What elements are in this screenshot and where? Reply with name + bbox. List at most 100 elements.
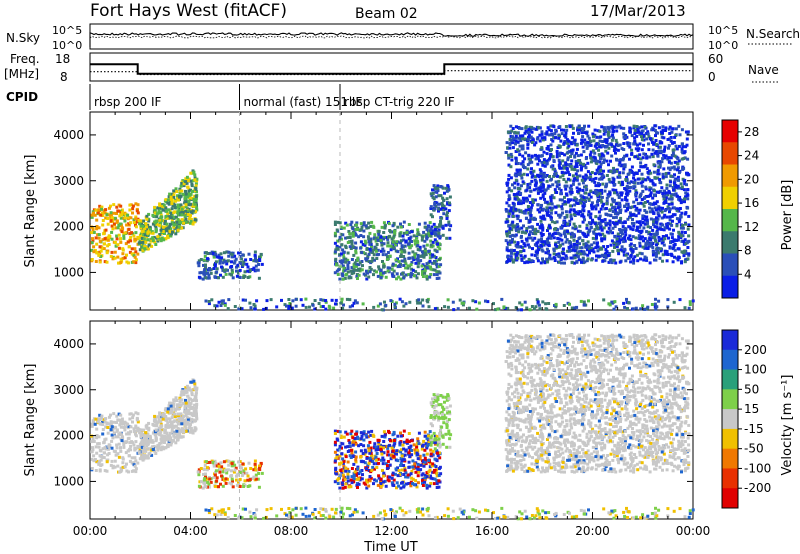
power-echo xyxy=(668,184,672,188)
power-echo xyxy=(593,189,597,193)
power-echo xyxy=(230,260,233,264)
power-echo xyxy=(509,152,513,156)
power-echo xyxy=(686,206,690,210)
power-echo xyxy=(112,222,116,226)
power-echo xyxy=(396,225,400,229)
power-echo xyxy=(535,256,539,260)
power-echo xyxy=(172,225,176,229)
power-echo xyxy=(592,250,596,254)
power-echo xyxy=(448,195,452,199)
power-echo xyxy=(556,232,560,235)
power-echo xyxy=(551,133,555,137)
power-echo xyxy=(597,148,600,152)
velocity-echo xyxy=(136,420,140,424)
power-echo xyxy=(507,214,511,218)
power-echo xyxy=(182,193,186,197)
power-echo xyxy=(527,135,530,139)
power-echo xyxy=(674,144,678,148)
power-echo xyxy=(403,260,407,264)
power-echo xyxy=(505,232,509,236)
power-echo xyxy=(551,155,555,159)
power-echo xyxy=(581,128,585,132)
power-echo xyxy=(571,174,575,178)
velocity-echo xyxy=(116,452,120,456)
power-echo xyxy=(435,270,439,274)
power-echo xyxy=(529,236,533,240)
power-echo xyxy=(475,307,479,311)
velocity-echo xyxy=(138,445,142,448)
power-echo xyxy=(185,181,189,185)
power-echo xyxy=(434,256,438,259)
power-echo xyxy=(395,277,398,281)
power-echo xyxy=(579,299,583,303)
power-echo xyxy=(433,307,437,311)
power-echo xyxy=(522,201,525,205)
power-echo xyxy=(558,125,562,129)
power-echo xyxy=(589,175,593,179)
velocity-echo xyxy=(95,459,99,463)
power-echo xyxy=(636,128,640,132)
power-echo xyxy=(664,199,668,203)
power-echo xyxy=(389,230,392,234)
velocity-echo xyxy=(163,428,167,432)
power-echo xyxy=(204,276,208,280)
power-echo xyxy=(624,259,628,263)
power-echo xyxy=(553,259,557,262)
power-echo xyxy=(531,201,535,204)
power-echo xyxy=(245,262,249,266)
power-echo xyxy=(514,253,518,257)
power-echo xyxy=(605,250,609,254)
power-echo xyxy=(115,219,119,223)
power-echo xyxy=(432,184,436,188)
power-echo xyxy=(643,237,647,241)
power-echo xyxy=(607,169,611,173)
power-echo xyxy=(217,300,221,304)
power-echo xyxy=(131,207,135,211)
velocity-echo xyxy=(176,433,180,437)
power-echo xyxy=(517,198,521,202)
power-echo xyxy=(189,171,193,175)
power-echo xyxy=(632,200,636,204)
power-echo xyxy=(332,306,336,310)
power-echo xyxy=(173,199,177,203)
power-echo xyxy=(511,127,515,130)
power-echo xyxy=(134,223,137,227)
power-echo xyxy=(423,225,427,229)
power-echo xyxy=(523,261,527,265)
power-echo xyxy=(168,197,172,201)
power-echo xyxy=(505,190,509,194)
power-echo xyxy=(664,175,668,179)
power-echo xyxy=(447,209,451,213)
power-echo xyxy=(560,198,564,202)
velocity-echo xyxy=(187,418,190,422)
power-echo xyxy=(128,208,132,212)
power-echo xyxy=(675,194,679,198)
power-echo xyxy=(543,260,547,264)
power-echo xyxy=(673,248,677,252)
power-echo xyxy=(525,188,529,192)
power-echo xyxy=(677,230,681,234)
power-echo xyxy=(586,245,590,249)
power-echo xyxy=(680,157,684,161)
power-echo xyxy=(347,276,351,280)
power-echo xyxy=(414,270,418,274)
power-echo xyxy=(354,241,358,245)
power-echo xyxy=(654,134,657,138)
power-echo xyxy=(194,210,198,214)
power-echo xyxy=(393,230,396,233)
power-echo xyxy=(534,181,538,185)
power-echo xyxy=(425,237,429,241)
power-echo xyxy=(666,193,670,197)
power-echo xyxy=(601,259,605,263)
velocity-echo xyxy=(189,388,193,392)
power-echo xyxy=(394,243,398,247)
power-echo xyxy=(527,208,531,211)
power-echo xyxy=(405,232,409,236)
power-echo xyxy=(511,183,514,187)
power-echo xyxy=(381,253,385,257)
power-echo xyxy=(563,153,567,157)
power-echo xyxy=(346,251,350,255)
power-echo xyxy=(645,220,649,224)
power-echo xyxy=(610,138,614,142)
power-echo xyxy=(348,305,352,309)
